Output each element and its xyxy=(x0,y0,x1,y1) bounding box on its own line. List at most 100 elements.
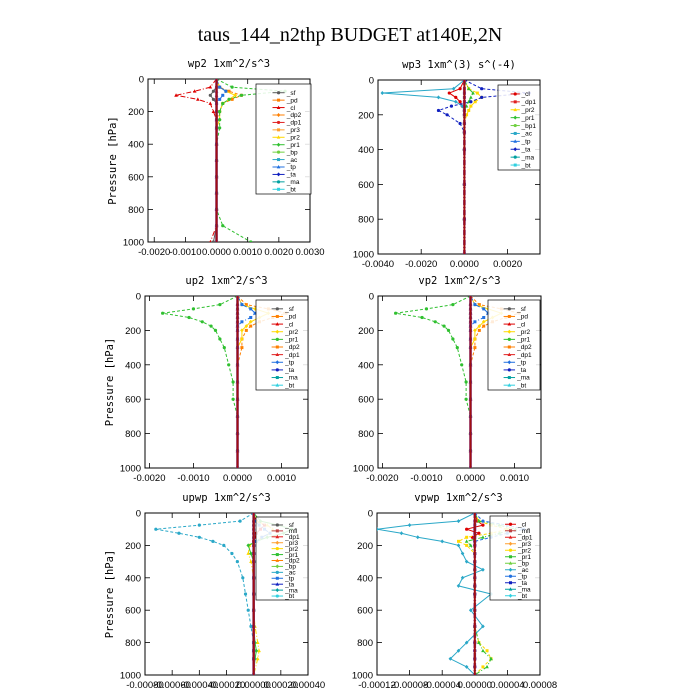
data-point xyxy=(377,527,379,532)
legend-marker xyxy=(508,541,513,546)
legend-marker xyxy=(513,107,518,112)
legend-label: _dp1 xyxy=(284,534,300,541)
data-point xyxy=(249,624,253,629)
data-point xyxy=(481,665,485,669)
legend-label: _sf xyxy=(284,522,294,529)
legend-label: _bp xyxy=(517,560,529,567)
plot-area xyxy=(380,80,531,254)
panel-2: wp3 1xm^(3) s^(-4)02004006008001000-0.00… xyxy=(353,59,541,270)
legend-label: _pr3 xyxy=(517,541,531,548)
legend-marker xyxy=(276,113,281,117)
legend-marker xyxy=(507,376,511,380)
data-point xyxy=(477,324,482,329)
data-point xyxy=(458,121,462,126)
y-tick-label: 1000 xyxy=(120,464,141,475)
panel-title: wp3 1xm^(3) s^(-4) xyxy=(402,59,516,71)
data-point xyxy=(253,535,257,539)
data-point xyxy=(407,523,412,528)
data-point xyxy=(440,539,444,544)
legend-marker xyxy=(508,561,513,565)
data-point xyxy=(477,519,481,523)
y-tick-label: 400 xyxy=(357,573,373,584)
data-point xyxy=(211,109,216,113)
data-point xyxy=(218,97,222,101)
series-line xyxy=(155,513,255,675)
legend-label: _ac xyxy=(286,157,298,164)
legend-marker xyxy=(513,115,518,120)
legend-marker xyxy=(507,329,512,334)
y-tick-label: 1000 xyxy=(352,671,373,682)
legend-marker xyxy=(275,314,279,318)
legend-marker xyxy=(507,368,511,372)
legend-marker xyxy=(509,529,512,533)
data-point xyxy=(460,104,465,109)
data-point xyxy=(196,97,200,101)
data-point xyxy=(464,397,468,401)
y-tick-label: 1000 xyxy=(353,250,374,261)
legend-label: _pr1 xyxy=(286,142,300,149)
legend-marker xyxy=(275,594,279,598)
data-point xyxy=(218,126,222,130)
x-tick-label: -0.0020 xyxy=(133,473,165,484)
chart-panels: wp2 1xm^2/s^3 Pressure [hPa] 0 200 400 600 800… xyxy=(104,58,557,691)
data-point xyxy=(482,324,486,328)
data-point xyxy=(467,108,471,112)
legend-marker xyxy=(276,135,281,139)
y-tick-label: 0 xyxy=(136,292,141,303)
legend-label: _dp1 xyxy=(521,99,537,106)
data-point xyxy=(213,328,218,332)
data-point xyxy=(221,224,225,228)
legend-label: _bt xyxy=(521,162,531,169)
y-tick-label: 600 xyxy=(128,172,144,183)
series-dp1 xyxy=(394,296,473,468)
data-point xyxy=(218,85,222,89)
data-point xyxy=(380,91,385,96)
data-point xyxy=(231,397,235,401)
data-point xyxy=(235,560,239,564)
plot-area xyxy=(161,296,288,468)
data-point xyxy=(465,527,469,531)
data-point xyxy=(246,608,250,612)
data-point xyxy=(480,87,484,91)
legend-marker xyxy=(513,92,517,96)
legend: _sf_pd_cl_pr2_pr1_dp2_dp1_tp_ta_ma_bt xyxy=(255,299,309,391)
legend-marker xyxy=(277,158,281,162)
legend-label: _bt xyxy=(284,593,294,600)
legend-label: _bt xyxy=(517,593,527,600)
legend-label: _ta xyxy=(517,580,527,587)
data-point xyxy=(218,303,222,307)
legend-marker xyxy=(275,352,280,357)
data-point xyxy=(208,85,213,89)
legend-label: _tp xyxy=(516,359,526,366)
x-tick-label: 0.0030 xyxy=(295,247,324,258)
data-point xyxy=(451,337,455,341)
legend-label: _pr1 xyxy=(516,337,530,344)
legend-marker xyxy=(507,352,512,357)
data-point xyxy=(442,324,446,328)
data-point xyxy=(473,320,477,324)
legend: _cl_dp1_pr2_pr1_bp1_ac_tp_ta_ma_bt xyxy=(497,84,541,171)
data-point xyxy=(249,316,253,319)
legend-marker xyxy=(508,535,513,539)
data-point xyxy=(249,551,253,556)
data-point xyxy=(485,649,489,653)
y-tick-label: 0 xyxy=(136,509,141,520)
data-point xyxy=(477,328,481,332)
legend-label: _bt xyxy=(284,382,294,389)
legend-marker xyxy=(275,345,279,349)
data-point xyxy=(464,640,469,645)
data-point xyxy=(436,95,441,100)
legend-box xyxy=(255,299,309,391)
x-tick-label: 0.00000 xyxy=(236,680,270,691)
data-point xyxy=(481,624,485,629)
data-point xyxy=(481,535,485,539)
data-point xyxy=(240,328,244,333)
data-point xyxy=(239,93,244,97)
legend-label: _bt xyxy=(286,186,296,193)
legend-marker xyxy=(507,360,512,365)
data-point xyxy=(489,656,493,661)
x-tick-label: -0.0020 xyxy=(366,473,398,484)
data-point xyxy=(473,328,477,333)
legend-label: _bp xyxy=(286,149,298,156)
data-point xyxy=(420,315,424,320)
